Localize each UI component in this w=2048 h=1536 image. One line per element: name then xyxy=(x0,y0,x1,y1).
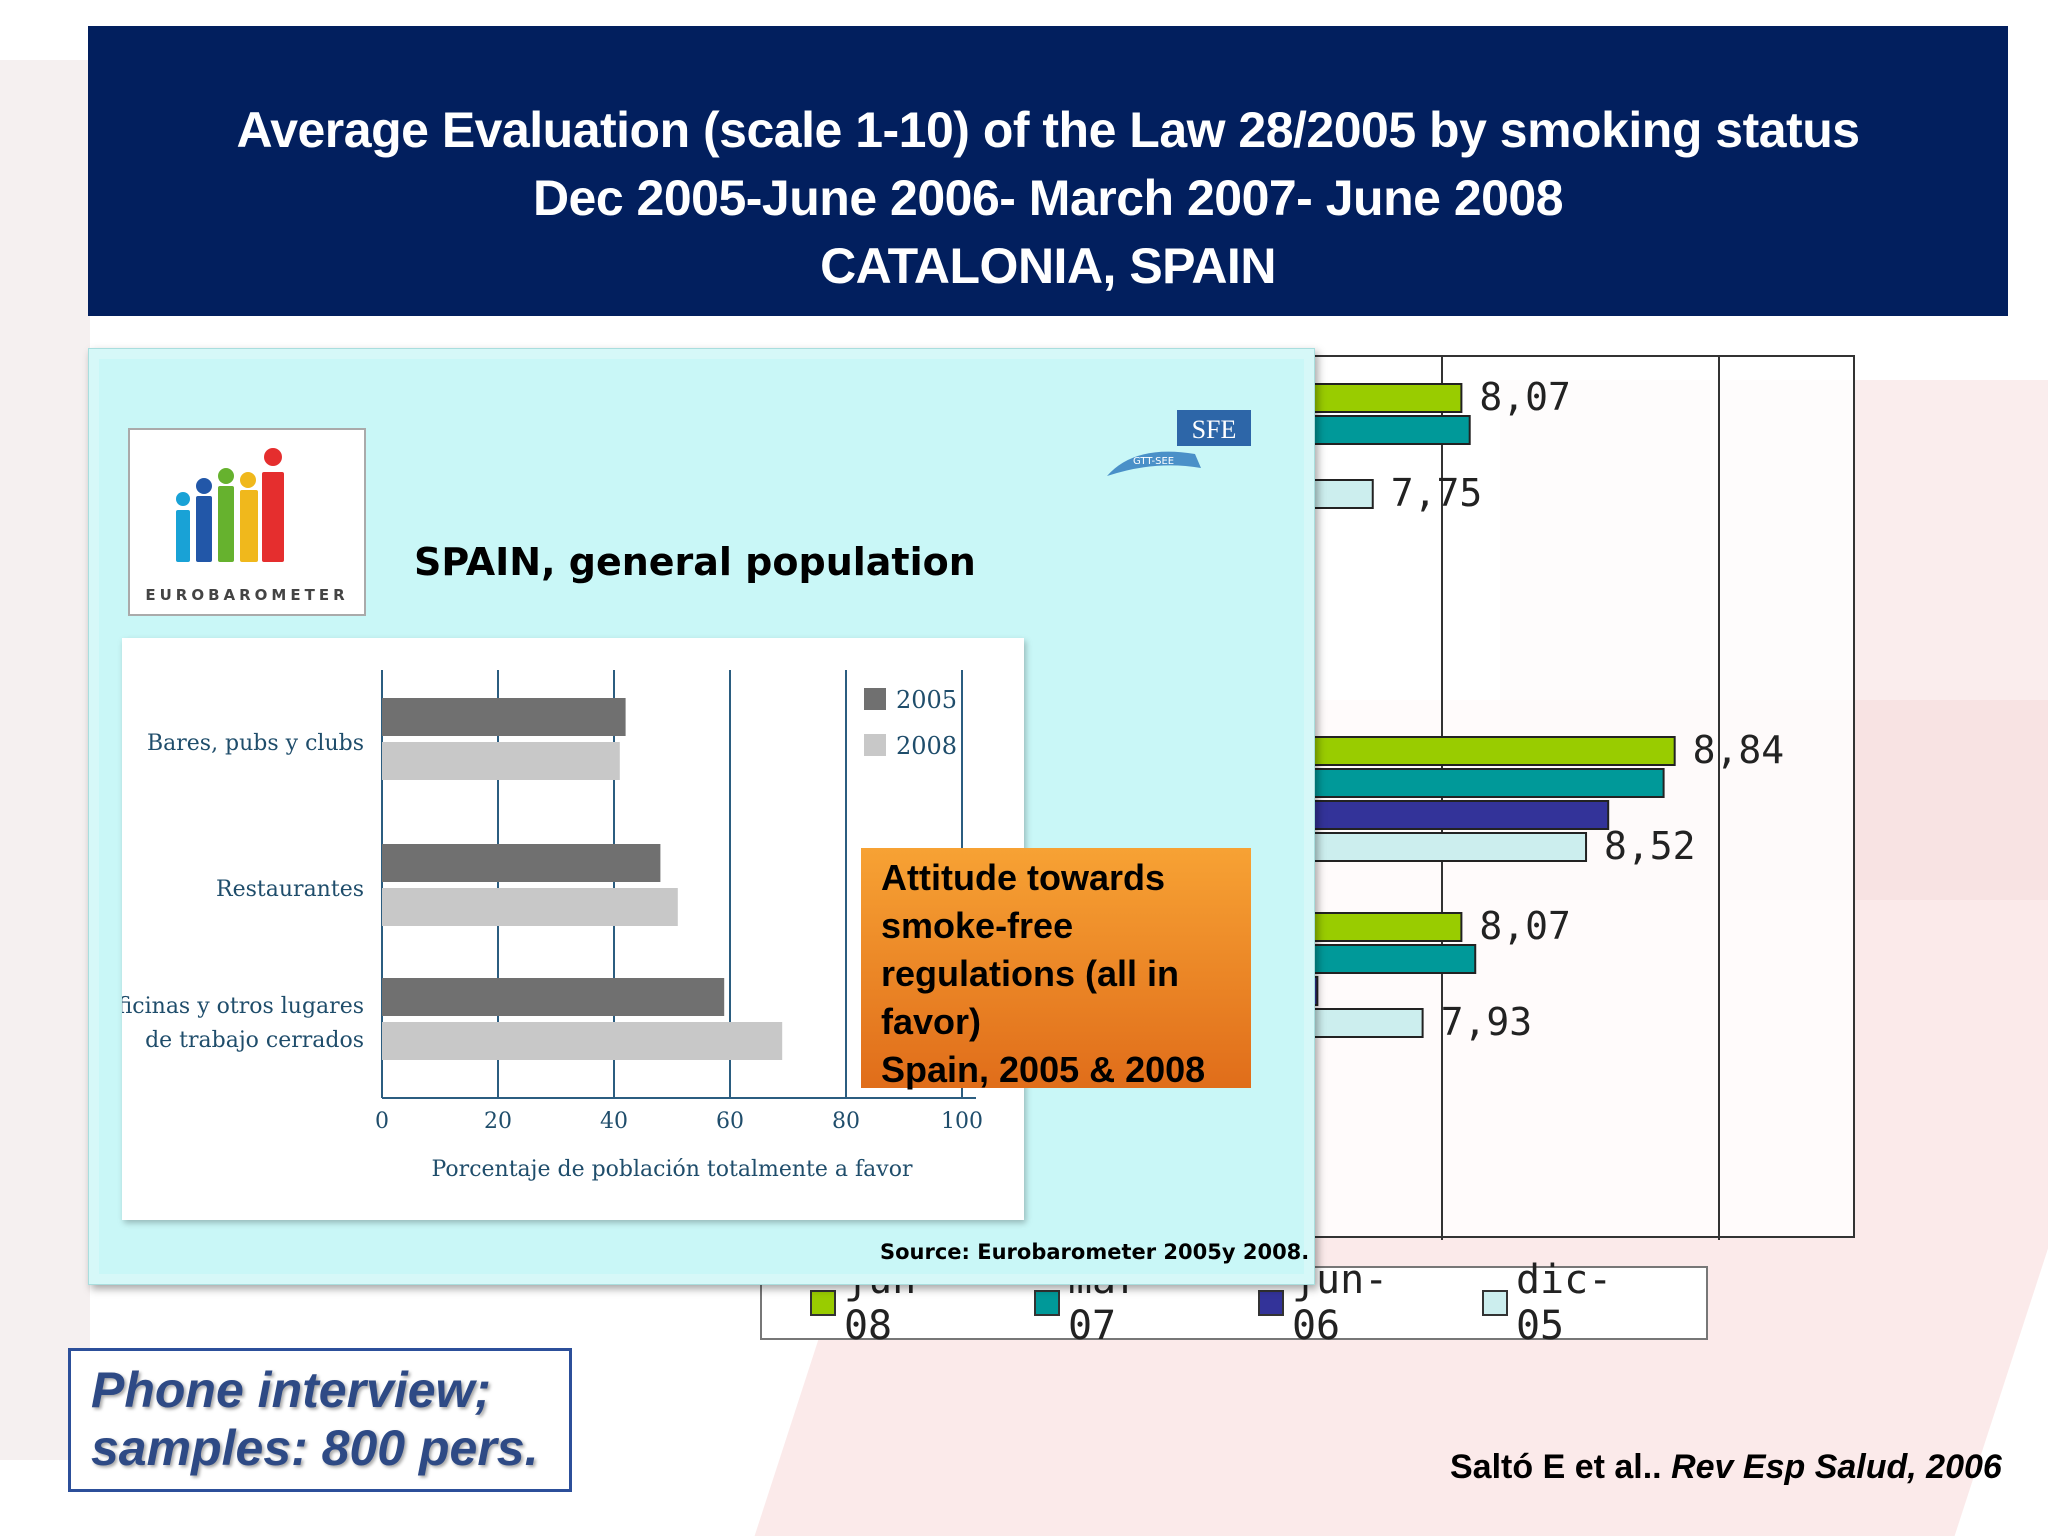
attitude-callout: Attitude towards smoke-free regulations … xyxy=(861,848,1251,1090)
callout-line-3: regulations (all in xyxy=(881,953,1180,994)
sfe-logo-subtext: GTT-SEE xyxy=(1133,456,1174,467)
legend-swatch-mar07 xyxy=(1034,1290,1060,1316)
inner-x-tick-80: 80 xyxy=(832,1109,860,1134)
inner-category-label-2-1: de trabajo cerrados xyxy=(145,1028,364,1053)
inner-bar-0-2005 xyxy=(382,698,626,736)
inner-category-label-1-0: Restaurantes xyxy=(216,877,364,902)
slide-title-banner: Average Evaluation (scale 1-10) of the L… xyxy=(88,26,2008,316)
inner-x-axis-label: Porcentaje de población totalmente a fav… xyxy=(432,1157,913,1182)
inner-bar-2-2008 xyxy=(382,1022,783,1060)
phone-line-2: samples: 800 pers. xyxy=(91,1420,539,1476)
data-label-g1-top: 8,84 xyxy=(1693,728,1785,772)
callout-line-5: Spain, 2005 & 2008 xyxy=(881,1049,1206,1090)
spain-chart-title: SPAIN, general population xyxy=(414,540,976,584)
legend-swatch-dic05 xyxy=(1482,1290,1508,1316)
data-label-g2-top: 8,07 xyxy=(1479,904,1571,948)
callout-line-2: smoke-free xyxy=(881,905,1074,946)
inner-x-tick-60: 60 xyxy=(716,1109,744,1134)
sfe-logo: SFE GTT-SEE xyxy=(1107,410,1251,476)
legend-item-dic05: dic-05 xyxy=(1482,1257,1660,1349)
source-note: Source: Eurobarometer 2005y 2008. xyxy=(880,1240,1310,1264)
legend-swatch-jun08 xyxy=(810,1290,836,1316)
data-label-g2-bottom: 7,93 xyxy=(1441,1000,1533,1044)
title-line-3: CATALONIA, SPAIN xyxy=(820,238,1276,294)
legend-swatch-jun06 xyxy=(1258,1290,1284,1316)
inner-legend-swatch-2008 xyxy=(864,734,886,756)
citation: Saltó E et al.. Rev Esp Salud, 2006 xyxy=(1450,1448,2002,1487)
inner-category-label-2-0: Oficinas y otros lugares xyxy=(122,994,364,1019)
title-line-2: Dec 2005-June 2006- March 2007- June 200… xyxy=(532,170,1564,226)
inner-legend-swatch-2005 xyxy=(864,688,886,710)
inner-x-tick-40: 40 xyxy=(600,1109,628,1134)
data-label-g0-bottom: 7,75 xyxy=(1391,471,1483,515)
inner-x-tick-100: 100 xyxy=(941,1109,983,1134)
eurobarometer-logo: EUROBAROMETER xyxy=(128,428,366,616)
inner-x-tick-0: 0 xyxy=(375,1109,389,1134)
inner-legend-label-2008: 2008 xyxy=(896,732,957,760)
data-label-g0-top: 8,07 xyxy=(1479,375,1571,419)
phone-line-1: Phone interview; xyxy=(91,1362,492,1418)
legend-label-dic05: dic-05 xyxy=(1515,1257,1613,1349)
eurobarometer-logo-text: EUROBAROMETER xyxy=(145,586,349,604)
phone-interview-box: Phone interview; samples: 800 pers. xyxy=(68,1348,572,1492)
inner-x-tick-20: 20 xyxy=(484,1109,512,1134)
inner-bar-2-2005 xyxy=(382,978,725,1016)
inner-bar-0-2008 xyxy=(382,742,620,780)
spain-bar-chart-svg: 0 20 40 60 80 100 Porcentaje de población tota… xyxy=(122,670,983,1182)
citation-authors: Saltó E et al.. xyxy=(1450,1448,1672,1486)
sfe-logo-text: SFE xyxy=(1192,415,1237,444)
inner-category-label-0-0: Bares, pubs y clubs xyxy=(147,731,364,756)
inner-bar-1-2008 xyxy=(382,888,678,926)
callout-line-4: favor) xyxy=(881,1001,982,1042)
inner-bar-1-2005 xyxy=(382,844,661,882)
inner-legend-label-2005: 2005 xyxy=(896,686,957,714)
callout-line-1: Attitude towards xyxy=(881,857,1165,898)
data-label-g1-bottom: 8,52 xyxy=(1604,824,1696,868)
title-line-1: Average Evaluation (scale 1-10) of the L… xyxy=(236,102,1860,158)
citation-journal: Rev Esp Salud, 2006 xyxy=(1671,1448,2002,1486)
